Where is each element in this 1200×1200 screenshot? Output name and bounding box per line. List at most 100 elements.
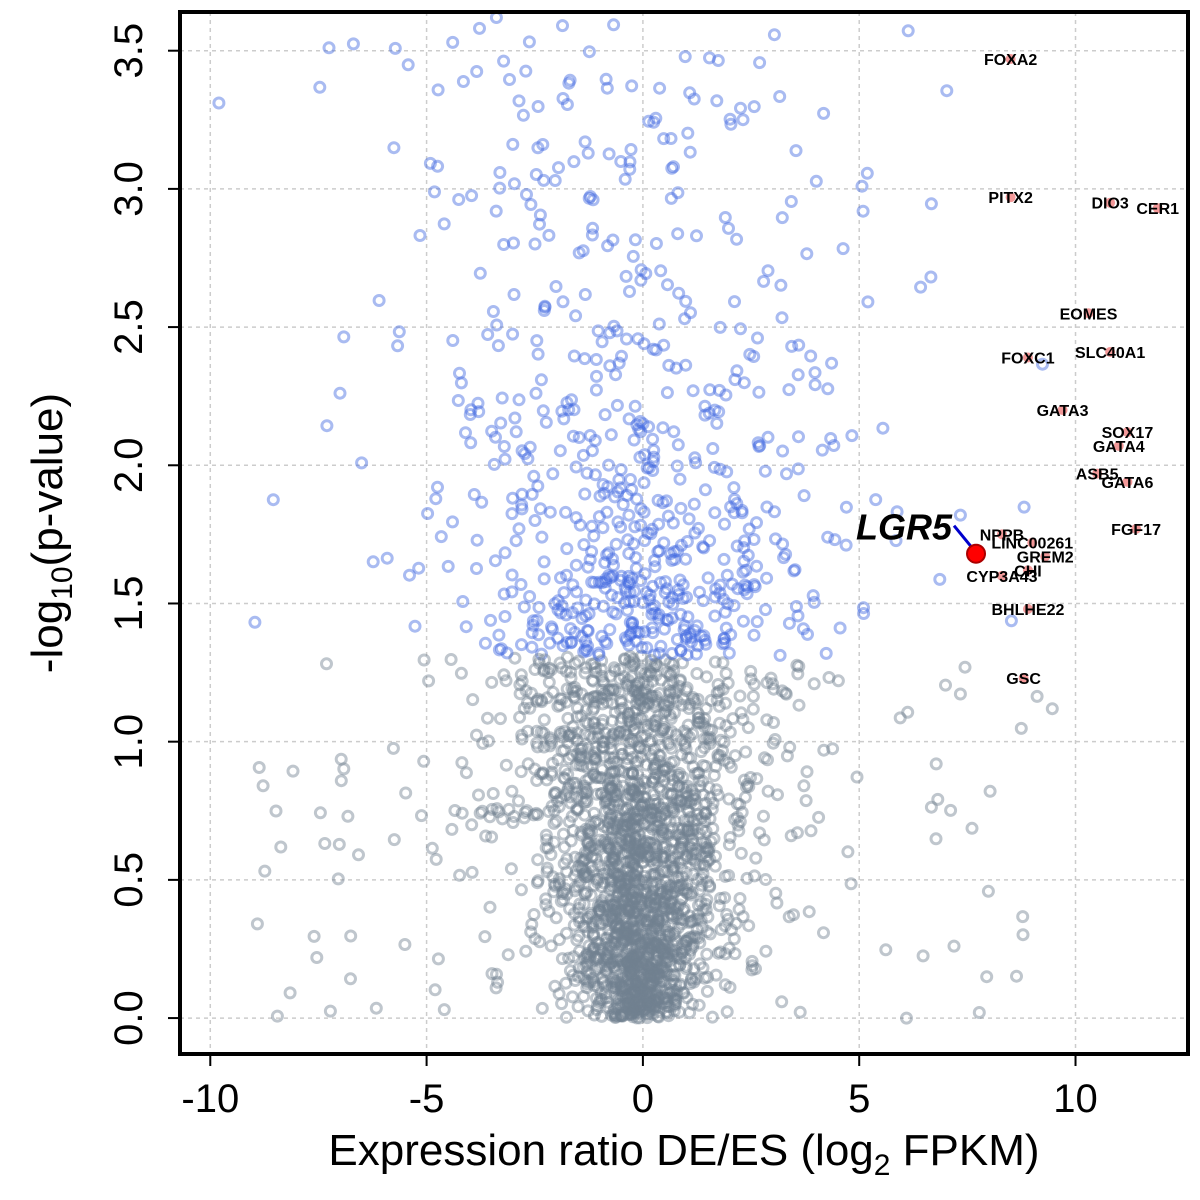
gene-point bbox=[761, 430, 775, 444]
gene-point bbox=[659, 875, 673, 889]
gene-point bbox=[681, 820, 695, 834]
gene-point bbox=[656, 763, 670, 777]
gene-point bbox=[620, 927, 634, 941]
gene-point bbox=[493, 166, 507, 179]
gene-point bbox=[552, 933, 566, 947]
gene-point bbox=[431, 952, 445, 966]
gene-point bbox=[579, 822, 593, 836]
gene-point bbox=[588, 434, 602, 447]
gene-point bbox=[643, 991, 657, 1005]
gene-point bbox=[593, 771, 607, 785]
gene-point bbox=[607, 960, 621, 974]
gene-point bbox=[797, 779, 811, 793]
gene-point bbox=[637, 337, 651, 351]
gene-point bbox=[494, 642, 508, 656]
gene-point bbox=[657, 947, 671, 961]
gene-point bbox=[607, 860, 621, 874]
gene-point bbox=[620, 943, 634, 956]
gene-point bbox=[607, 558, 620, 572]
gene-point bbox=[622, 855, 636, 868]
gene-point bbox=[641, 914, 655, 928]
gene-point bbox=[700, 984, 714, 998]
gene-point bbox=[671, 951, 685, 965]
gene-label-cer1: CER1 bbox=[1136, 201, 1179, 218]
gene-point bbox=[616, 765, 630, 779]
gene-point bbox=[579, 959, 593, 973]
gene-point bbox=[757, 833, 771, 847]
gene-point bbox=[497, 238, 511, 251]
gene-point bbox=[626, 860, 640, 873]
gene-point bbox=[583, 975, 597, 989]
gene-point bbox=[717, 631, 731, 645]
gene-point bbox=[560, 650, 574, 664]
gene-point bbox=[493, 181, 507, 195]
gene-point bbox=[608, 954, 621, 968]
gene-point bbox=[540, 691, 554, 705]
gene-point bbox=[334, 752, 348, 766]
gene-point bbox=[657, 896, 671, 910]
gene-point bbox=[535, 647, 548, 661]
gene-point bbox=[595, 763, 609, 777]
gene-point bbox=[578, 728, 592, 741]
gene-point bbox=[694, 895, 708, 909]
gene-point bbox=[539, 841, 553, 855]
gene-point bbox=[627, 963, 641, 977]
gene-point bbox=[676, 853, 690, 867]
gene-point bbox=[580, 835, 594, 849]
gene-point bbox=[648, 867, 662, 881]
gene-point bbox=[579, 786, 592, 800]
gene-point bbox=[598, 634, 612, 648]
gene-point bbox=[664, 712, 678, 726]
gene-point bbox=[588, 468, 602, 482]
gene-point bbox=[609, 904, 623, 918]
gene-point bbox=[463, 408, 477, 421]
gene-point bbox=[647, 450, 661, 464]
gene-point bbox=[647, 921, 661, 935]
gene-point bbox=[674, 501, 688, 515]
gene-point bbox=[644, 923, 658, 937]
y-axis-title-tail: (p-value) bbox=[23, 393, 72, 567]
gene-point bbox=[528, 237, 542, 251]
gene-point bbox=[622, 904, 636, 918]
gene-point bbox=[766, 736, 780, 750]
gene-point bbox=[783, 740, 797, 754]
gene-point bbox=[630, 703, 643, 716]
gene-point bbox=[555, 997, 569, 1011]
gene-point bbox=[597, 876, 611, 890]
gene-point bbox=[947, 939, 961, 953]
gene-point bbox=[556, 295, 570, 309]
gene-point bbox=[717, 552, 731, 566]
gene-point bbox=[590, 872, 604, 886]
gene-point bbox=[600, 913, 614, 927]
gene-point bbox=[662, 358, 676, 372]
x-axis-ticks: -10 -5 0 5 10 bbox=[181, 1054, 1098, 1121]
gene-point bbox=[646, 909, 660, 923]
gene-point bbox=[618, 925, 632, 939]
gene-point bbox=[508, 411, 522, 425]
gene-point bbox=[784, 829, 798, 843]
gene-point bbox=[537, 173, 551, 187]
gene-point bbox=[713, 945, 727, 959]
gene-point bbox=[597, 687, 611, 701]
gene-point bbox=[625, 79, 639, 93]
gene-point bbox=[616, 847, 629, 860]
gene-point bbox=[623, 595, 637, 609]
gene-point bbox=[648, 606, 662, 620]
gene-point bbox=[741, 548, 755, 562]
gene-point bbox=[626, 1004, 640, 1018]
gene-point bbox=[561, 711, 575, 725]
gene-point bbox=[631, 1007, 645, 1021]
gene-point bbox=[684, 635, 698, 649]
gene-point bbox=[631, 755, 645, 769]
gene-point bbox=[861, 295, 875, 309]
gene-point bbox=[589, 383, 603, 397]
gene-point bbox=[546, 467, 560, 481]
gene-point bbox=[651, 545, 665, 559]
gene-point bbox=[636, 1004, 649, 1018]
gene-point bbox=[527, 469, 541, 483]
gene-point bbox=[595, 993, 609, 1006]
gene-point bbox=[586, 920, 600, 934]
gene-point bbox=[687, 693, 701, 707]
gene-point bbox=[642, 1004, 656, 1018]
gene-point bbox=[645, 621, 659, 635]
